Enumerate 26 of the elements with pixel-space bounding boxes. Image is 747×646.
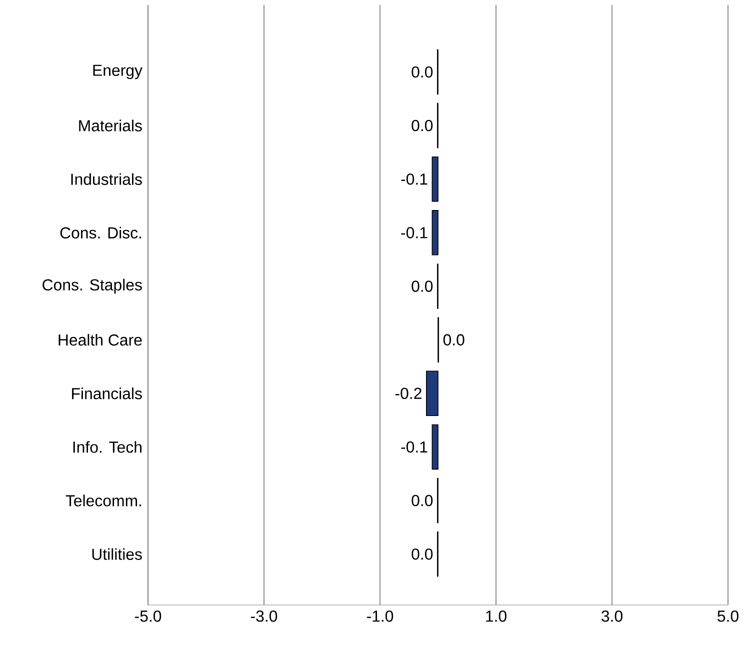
y-tick-label: Cons. Staples — [42, 278, 142, 294]
x-tick-label: 5.0 — [718, 610, 738, 622]
data-label: -0.2 — [395, 388, 422, 400]
data-label: 0.0 — [412, 494, 433, 506]
y-tick-label: Energy — [93, 64, 142, 80]
x-tick-label: 1.0 — [486, 610, 506, 622]
data-label: -0.1 — [401, 227, 428, 238]
data-label: 0.0 — [412, 280, 433, 292]
y-tick-label: Financials — [72, 388, 142, 400]
x-tick-label: -5.0 — [134, 610, 162, 622]
data-label: 0.0 — [412, 548, 433, 560]
y-tick-label: Health Care — [58, 334, 142, 346]
y-tick-label: Utilities — [92, 548, 142, 560]
x-tick-label: -3.0 — [250, 610, 278, 622]
y-tick-label: Materials — [79, 120, 142, 132]
y-tick-label: Info. Tech — [73, 441, 142, 453]
y-tick-label: Industrials — [71, 173, 142, 185]
data-label: 0.0 — [412, 120, 433, 132]
x-tick-label: -1.0 — [366, 610, 394, 622]
data-label: -0.1 — [401, 441, 428, 453]
data-label: 0.0 — [412, 66, 433, 78]
data-label: 0.0 — [443, 334, 464, 346]
x-tick-label: 3.0 — [602, 610, 622, 622]
data-label: -0.1 — [401, 173, 428, 185]
y-tick-label: Cons. Disc. — [60, 226, 142, 239]
y-tick-label: Telecomm. — [66, 494, 142, 506]
